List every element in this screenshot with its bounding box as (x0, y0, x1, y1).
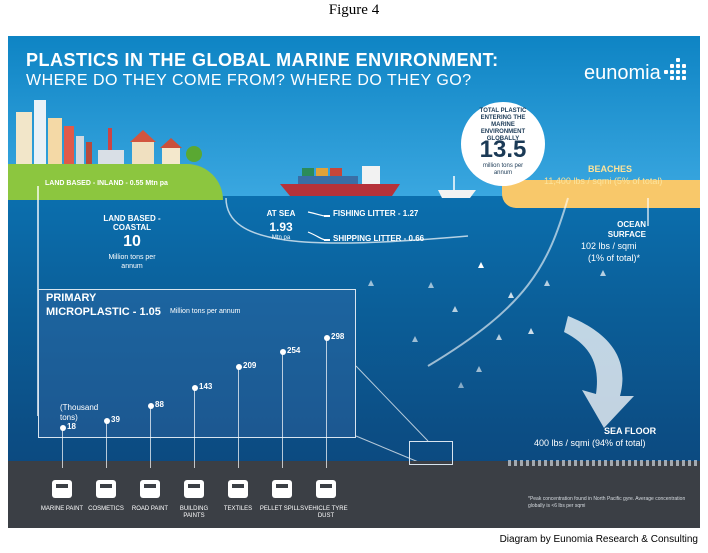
ocean-surface-title-2: SURFACE (607, 230, 646, 239)
figure-label: Figure 4 (328, 2, 380, 18)
seafloor-zoom-box (409, 441, 453, 465)
ocean-surface-title-1: OCEAN (617, 220, 646, 229)
microplastic-leader-line (150, 405, 151, 468)
paint-tin-icon (48, 474, 76, 502)
beach-strip (502, 180, 700, 208)
total-plastic-label: TOTAL PLASTIC ENTERING THE MARINE ENVIRO… (479, 108, 527, 142)
microplastic-value-label: 88 (155, 399, 164, 409)
microplastic-title-1: PRIMARY (46, 292, 97, 304)
microplastic-source-label: COSMETICS (88, 506, 124, 512)
microplastic-box (38, 289, 356, 438)
microplastic-leader-line (282, 352, 283, 468)
beaches-title: BEACHES (588, 164, 633, 174)
sea-floor-title: SEA FLOOR (604, 426, 657, 436)
at-sea-title: AT SEA (266, 209, 296, 218)
microplastic-source-label: MARINE PAINT (40, 506, 84, 512)
sea-floor-debris (508, 460, 700, 466)
cosmetics-icon (92, 474, 120, 502)
shipping-litter-label: SHIPPING LITTER - 0.66 (333, 234, 425, 243)
building-paint-icon (180, 474, 208, 502)
microplastic-value-dot (147, 402, 154, 409)
footnote: *Peak concentration found in North Pacif… (528, 496, 686, 509)
microplastic-value-dot (59, 425, 66, 432)
land-coastal-value: 10 (123, 233, 141, 250)
credit-line: Diagram by Eunomia Research & Consulting (499, 534, 698, 545)
microplastic-unit-note: (Thousand tons) (60, 403, 99, 422)
land-coastal-unit: Million tons per annum (108, 254, 156, 270)
road-paint-icon (136, 474, 164, 502)
microplastic-value-label: 254 (287, 346, 301, 356)
microplastic-leader-line (106, 421, 107, 468)
ocean-surface-percent: (1% of total)* (588, 253, 641, 263)
microplastic-value-label: 143 (199, 381, 213, 391)
total-plastic-unit: million tons per annum (482, 163, 524, 176)
microplastic-value-dot (235, 363, 242, 370)
title-line-2: WHERE DO THEY COME FROM? WHERE DO THEY G… (26, 72, 472, 89)
city-skyline-illustration (16, 100, 202, 168)
land-coastal-title: LAND BASED - COASTAL (103, 214, 161, 232)
microplastic-value-label: 39 (111, 415, 120, 425)
tyre-icon (312, 474, 340, 502)
microplastic-unit: Million tons per annum (170, 308, 241, 315)
title-line-1: PLASTICS IN THE GLOBAL MARINE ENVIRONMEN… (26, 50, 499, 70)
microplastic-source-label: TEXTILES (223, 506, 253, 512)
t-shirt-icon (224, 474, 252, 502)
microplastic-source-label: PELLET SPILLS (259, 506, 305, 512)
microplastic-value-dot (103, 418, 110, 425)
fishing-litter-label: FISHING LITTER - 1.27 (333, 209, 419, 218)
microplastic-source-label: BUILDING PAINTS (179, 506, 209, 519)
brand-logo-icon (664, 56, 688, 86)
microplastic-value-label: 209 (243, 360, 257, 370)
microplastic-leader-line (194, 387, 195, 468)
microplastic-leader-line (62, 428, 63, 468)
microplastic-value-label: 298 (331, 332, 345, 341)
flow-lines (37, 186, 649, 467)
microplastic-value-dot (279, 349, 286, 356)
beaches-value: 11,400 lbs / sqmi (5% of total) (544, 176, 663, 186)
brand-logo-text: eunomia (584, 62, 661, 84)
sea-floor (8, 461, 700, 528)
total-plastic-value: 13.5 (479, 136, 527, 163)
microplastic-value-dot (191, 384, 198, 391)
infographic-panel: PLASTICS IN THE GLOBAL MARINE ENVIRONMEN… (8, 36, 700, 528)
total-plastic-badge: TOTAL PLASTIC ENTERING THE MARINE ENVIRO… (461, 102, 545, 186)
cargo-ship-illustration (280, 166, 400, 196)
microplastic-value-dot (323, 335, 330, 341)
ocean-surface-value: 102 lbs / sqmi (581, 241, 637, 251)
at-sea-value: 1.93 (269, 220, 293, 234)
microplastic-source-label: ROAD PAINT (131, 506, 169, 512)
microplastic-leader-line (238, 366, 239, 468)
pellets-icon (268, 474, 296, 502)
microplastic-title-2: MICROPLASTIC - 1.05 (46, 306, 161, 318)
at-sea-unit: Mtn pa (271, 235, 291, 241)
microplastic-leader-line (326, 338, 327, 468)
sea-floor-value: 400 lbs / sqmi (94% of total) (534, 438, 646, 448)
fishing-boat-illustration (438, 176, 476, 198)
land-mass (8, 164, 223, 200)
microplastic-value-label: 18 (67, 422, 76, 432)
microplastic-source-label: VEHICLE TYRE DUST (304, 506, 348, 519)
land-inland-label: LAND BASED - INLAND - 0.55 Mtn pa (45, 180, 168, 187)
